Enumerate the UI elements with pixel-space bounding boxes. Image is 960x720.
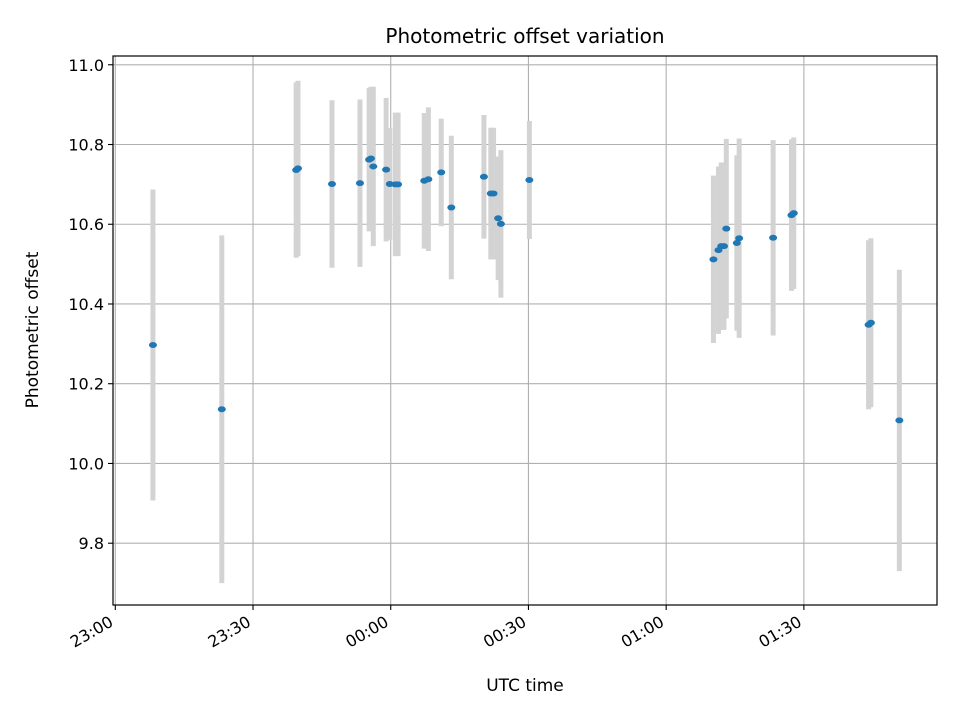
- data-point: [327, 180, 336, 187]
- data-point: [479, 173, 488, 180]
- y-tick-label: 10.4: [68, 295, 104, 314]
- y-tick-label: 10.8: [68, 136, 104, 155]
- data-point: [355, 180, 364, 187]
- y-tick-label: 9.8: [79, 534, 104, 553]
- data-point: [769, 234, 778, 241]
- data-point: [866, 319, 875, 326]
- y-tick-label: 10.0: [68, 454, 104, 473]
- data-point: [366, 155, 375, 162]
- chart-title: Photometric offset variation: [385, 24, 664, 48]
- data-point: [789, 210, 798, 217]
- y-axis-label: Photometric offset: [23, 251, 43, 408]
- data-points: [148, 155, 904, 424]
- data-point: [437, 169, 446, 176]
- data-point: [496, 220, 505, 227]
- grid: [113, 56, 937, 605]
- data-point: [709, 256, 718, 263]
- data-point: [394, 181, 403, 188]
- data-point: [217, 406, 226, 413]
- data-point: [525, 176, 534, 183]
- data-point: [719, 243, 728, 250]
- x-axis-label: UTC time: [486, 676, 564, 696]
- y-tick-label: 10.2: [68, 375, 104, 394]
- y-axis-ticks: 9.8 10.0 10.2 10.4 10.6 10.8 11.0: [68, 56, 113, 553]
- y-tick-label: 10.6: [68, 215, 104, 234]
- data-point: [148, 342, 157, 349]
- data-point: [293, 165, 302, 172]
- data-point: [369, 163, 378, 170]
- data-point: [732, 239, 741, 246]
- plot-frame: [112, 55, 938, 606]
- data-point: [424, 176, 433, 183]
- data-point: [722, 225, 731, 232]
- y-tick-label: 11.0: [68, 56, 104, 75]
- data-point: [494, 215, 503, 222]
- data-point: [447, 204, 456, 211]
- data-point: [735, 235, 744, 242]
- data-point: [489, 190, 498, 197]
- data-point: [895, 417, 904, 424]
- data-point: [382, 166, 391, 173]
